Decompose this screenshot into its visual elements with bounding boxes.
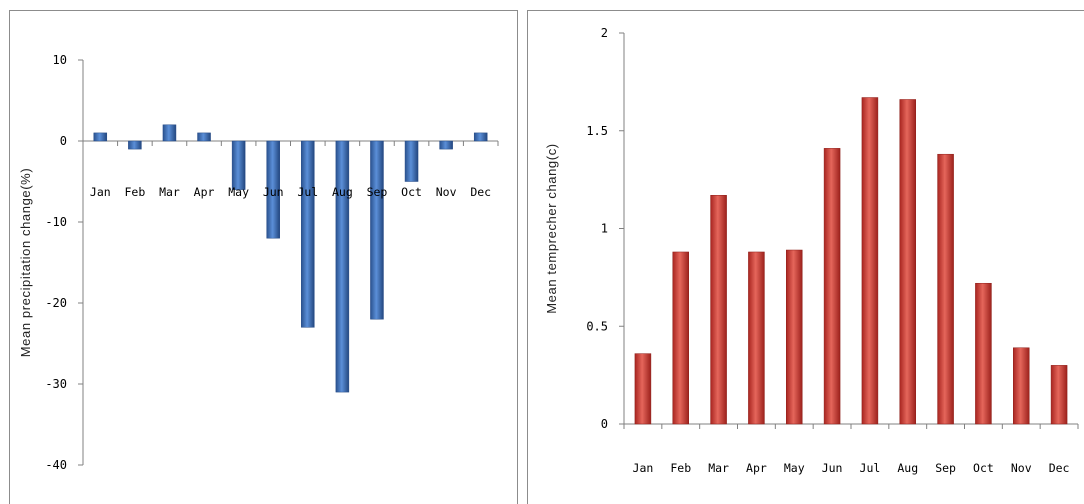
y-tick-label: -40 <box>45 458 67 472</box>
x-tick-label: Jan <box>90 185 111 199</box>
x-tick-label: Feb <box>124 185 145 199</box>
y-tick-label: -10 <box>45 215 67 229</box>
y-tick-label: 0 <box>601 417 608 431</box>
x-tick-label: Sep <box>367 185 388 199</box>
x-tick-label: Aug <box>897 461 918 475</box>
y-axis-title: Mean temprecher chang(c) <box>544 143 559 313</box>
y-tick-label: 10 <box>53 53 67 67</box>
bar-jun <box>823 148 841 425</box>
x-tick-label: Aug <box>332 185 353 199</box>
bar-nov <box>439 140 453 150</box>
x-tick-label: Feb <box>670 461 691 475</box>
bar-apr <box>197 132 211 142</box>
x-tick-label: Jun <box>822 461 843 475</box>
bar-jul <box>301 140 315 328</box>
x-tick-label: Sep <box>935 461 956 475</box>
bar-jun <box>266 140 280 239</box>
bar-oct <box>975 282 992 425</box>
bar-nov <box>1013 347 1030 425</box>
bar-may <box>231 140 246 190</box>
bar-feb <box>128 140 142 150</box>
bar-apr <box>748 251 765 425</box>
bar-oct <box>404 140 419 182</box>
bar-mar <box>162 124 177 142</box>
bar-aug <box>899 99 916 425</box>
y-tick-label: -30 <box>45 377 67 391</box>
x-tick-label: Dec <box>470 185 491 199</box>
bar-sep <box>937 153 954 425</box>
x-tick-label: Nov <box>436 185 457 199</box>
x-tick-label: Apr <box>194 185 215 199</box>
bar-jan <box>634 353 652 425</box>
x-tick-label: Mar <box>159 185 180 199</box>
bar-sep <box>370 140 384 320</box>
bar-dec <box>1050 365 1068 425</box>
x-tick-label: May <box>784 461 805 475</box>
y-tick-label: 0 <box>60 134 67 148</box>
bar-jul <box>861 97 879 425</box>
x-tick-label: Oct <box>973 461 994 475</box>
bar-dec <box>473 132 488 142</box>
bar-mar <box>710 195 727 425</box>
x-tick-label: Jun <box>263 185 284 199</box>
precipitation-chart-panel <box>9 10 518 504</box>
x-tick-label: Dec <box>1049 461 1070 475</box>
bar-feb <box>672 251 689 425</box>
bar-aug <box>335 140 350 393</box>
y-axis-title: Mean precipitation change(%) <box>18 168 33 358</box>
y-tick-label: 2 <box>601 26 608 40</box>
x-tick-label: Jan <box>633 461 654 475</box>
y-tick-label: 1 <box>601 222 608 236</box>
x-tick-label: Mar <box>708 461 729 475</box>
x-tick-label: Nov <box>1011 461 1032 475</box>
bar-jan <box>93 132 108 142</box>
x-tick-label: Jul <box>297 185 318 199</box>
y-tick-label: 1.5 <box>586 124 608 138</box>
x-tick-label: Jul <box>860 461 881 475</box>
y-tick-label: 0.5 <box>586 319 608 333</box>
x-tick-label: Apr <box>746 461 767 475</box>
y-tick-label: -20 <box>45 296 67 310</box>
x-tick-label: Oct <box>401 185 422 199</box>
x-tick-label: May <box>228 185 249 199</box>
bar-may <box>786 249 803 425</box>
